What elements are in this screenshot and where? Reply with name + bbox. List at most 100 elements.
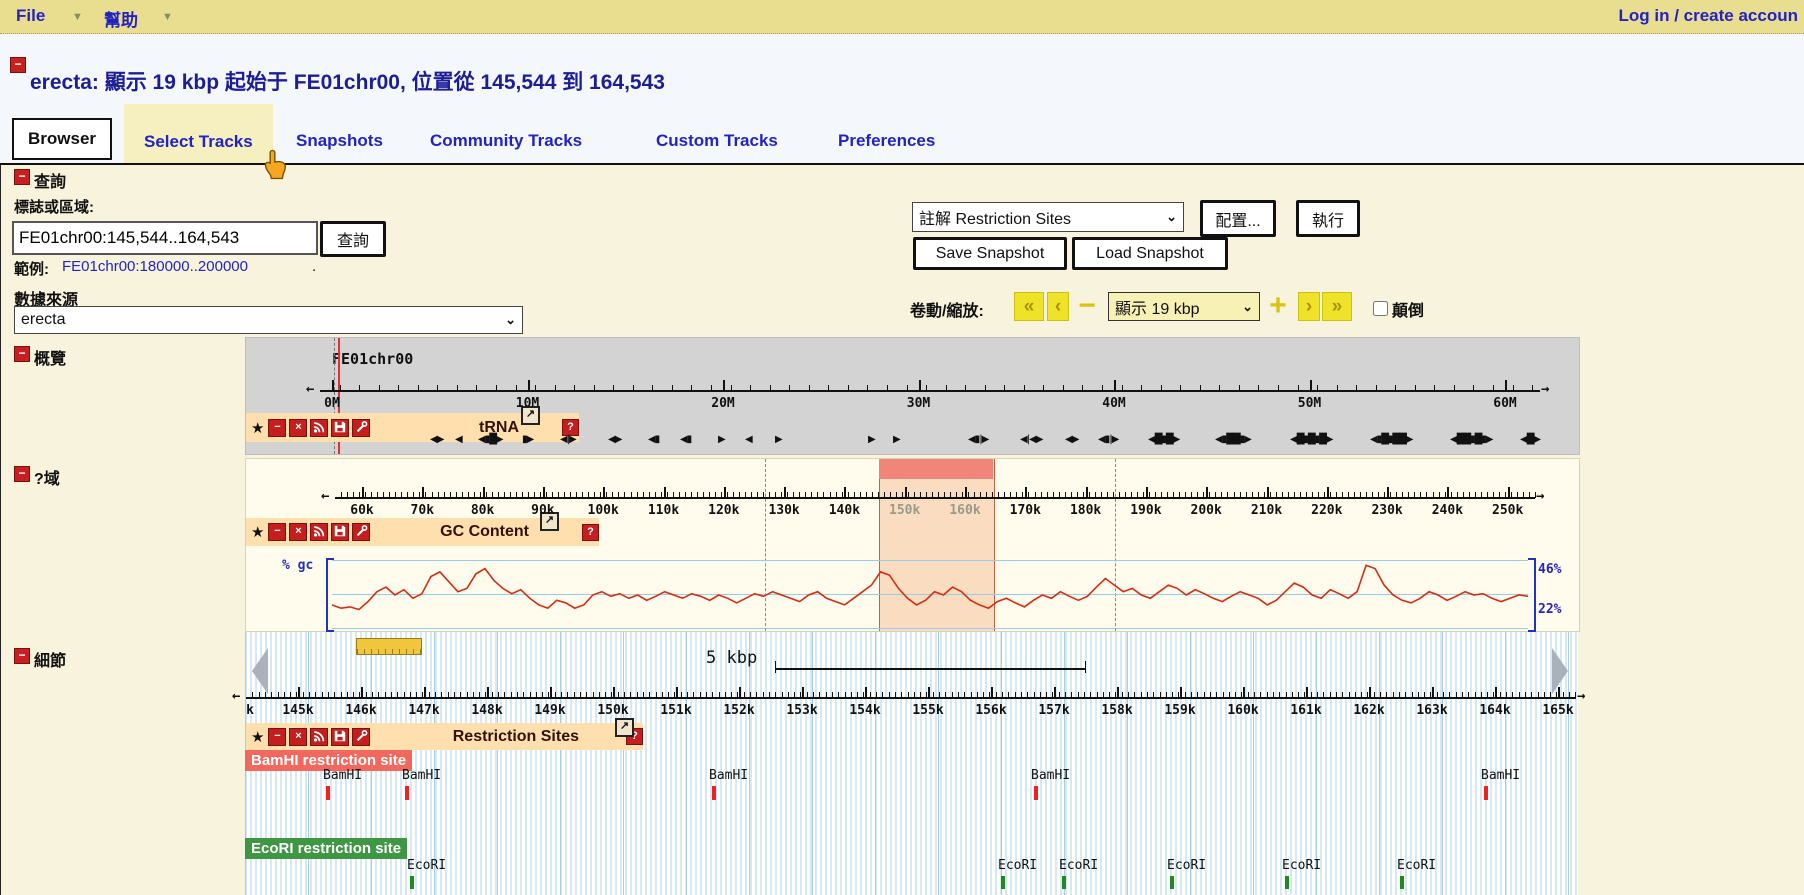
ecori-feature-label[interactable]: EcoRI: [1282, 858, 1321, 873]
tab-snapshots[interactable]: Snapshots: [296, 131, 383, 151]
file-menu[interactable]: File: [16, 6, 45, 26]
save-track-icon[interactable]: [331, 728, 349, 746]
selected-region-cap[interactable]: [879, 459, 993, 479]
load-snapshot-button[interactable]: Load Snapshot: [1072, 237, 1228, 270]
trna-feature-glyph[interactable]: ◀█▶: [1520, 434, 1540, 445]
trna-feature-glyph[interactable]: ◀▶: [1065, 434, 1078, 445]
trna-feature-glyph[interactable]: ▶: [868, 434, 875, 445]
pan-right-arrow[interactable]: [1552, 648, 1568, 694]
trna-feature-glyph[interactable]: ◀█▮█▶: [1148, 434, 1179, 445]
trna-feature-glyph[interactable]: ◀█▮█▮█▶: [1290, 434, 1332, 445]
collapse-track-icon[interactable]: −: [268, 419, 286, 437]
trna-feature-glyph[interactable]: ◀▮|▶: [968, 434, 988, 445]
datasource-select[interactable]: erecta ⌄: [14, 306, 523, 334]
trna-feature-glyph[interactable]: ◀▶: [608, 434, 621, 445]
pan-left-button[interactable]: ‹: [1047, 292, 1069, 321]
trna-feature-glyph[interactable]: ◀▮: [648, 434, 659, 445]
annotate-select[interactable]: 註解 Restriction Sites ⌄: [912, 202, 1184, 232]
pan-far-right-button[interactable]: »: [1322, 292, 1352, 321]
zoom-out-button[interactable]: −: [1072, 292, 1102, 319]
ecori-feature-tick[interactable]: [1285, 876, 1289, 889]
trna-feature-glyph[interactable]: ◀██▮█▮▶: [1450, 434, 1492, 445]
login-link[interactable]: Log in / create accoun: [1619, 6, 1799, 26]
zoom-in-button[interactable]: +: [1262, 292, 1294, 319]
bamhi-feature-label[interactable]: BamHI: [1481, 768, 1520, 783]
collapse-track-icon[interactable]: −: [268, 523, 286, 541]
bamhi-feature-label[interactable]: BamHI: [402, 768, 441, 783]
trna-feature-glyph[interactable]: ◀▮█▮██▶: [1370, 434, 1412, 445]
ecori-feature-tick[interactable]: [1400, 876, 1404, 889]
ecori-feature-tick[interactable]: [1170, 876, 1174, 889]
bamhi-feature-tick[interactable]: [1484, 786, 1488, 800]
close-track-icon[interactable]: ×: [289, 523, 307, 541]
example-region-link[interactable]: FE01chr00:180000..200000: [62, 258, 248, 275]
ecori-feature-label[interactable]: EcoRI: [407, 858, 446, 873]
ecori-feature-tick[interactable]: [1001, 876, 1005, 889]
pan-right-button[interactable]: ›: [1298, 292, 1320, 321]
trna-feature-glyph[interactable]: ◀▮|▶: [1098, 434, 1118, 445]
trna-feature-glyph[interactable]: ◀▶: [430, 434, 443, 445]
close-track-icon[interactable]: ×: [289, 728, 307, 746]
flip-checkbox[interactable]: [1373, 301, 1388, 316]
configure-button[interactable]: 配置...: [1200, 200, 1276, 237]
collapse-overview-icon[interactable]: −: [14, 346, 30, 362]
trna-feature-glyph[interactable]: ▮▶: [522, 434, 533, 445]
save-track-icon[interactable]: [331, 419, 349, 437]
pan-left-arrow[interactable]: [252, 648, 268, 694]
zoom-level-select[interactable]: 顯示 19 kbp ⌄: [1108, 292, 1260, 321]
help-menu[interactable]: 幫助: [104, 6, 138, 31]
trna-feature-glyph[interactable]: ◀: [745, 434, 752, 445]
configure-track-icon[interactable]: [352, 419, 370, 437]
close-track-icon[interactable]: ×: [289, 419, 307, 437]
trna-feature-glyph[interactable]: ◀▮: [680, 434, 691, 445]
rss-icon[interactable]: [310, 523, 328, 541]
landmark-input[interactable]: [12, 221, 318, 255]
ecori-feature-label[interactable]: EcoRI: [1059, 858, 1098, 873]
popout-icon[interactable]: ↗: [615, 718, 634, 737]
bamhi-feature-tick[interactable]: [326, 786, 330, 800]
search-button[interactable]: 查詢: [320, 221, 386, 257]
ecori-feature-tick[interactable]: [410, 876, 414, 889]
favorite-star-icon[interactable]: ★: [251, 728, 264, 746]
bamhi-feature-label[interactable]: BamHI: [1031, 768, 1070, 783]
collapse-track-icon[interactable]: −: [268, 728, 286, 746]
file-menu-caret-icon[interactable]: ▼: [72, 11, 83, 23]
collapse-search-icon[interactable]: −: [14, 169, 30, 185]
collapse-page-icon[interactable]: −: [10, 57, 26, 73]
trna-feature-glyph[interactable]: ▶: [775, 434, 782, 445]
ecori-feature-label[interactable]: EcoRI: [1167, 858, 1206, 873]
ruler-tool-icon[interactable]: [356, 638, 422, 655]
ecori-feature-label[interactable]: EcoRI: [998, 858, 1037, 873]
configure-track-icon[interactable]: [352, 523, 370, 541]
collapse-details-icon[interactable]: −: [14, 648, 30, 664]
go-button[interactable]: 執行: [1296, 200, 1360, 237]
details-panel[interactable]: [245, 632, 1578, 895]
trna-feature-glyph[interactable]: ◀▮██▮▶: [1215, 434, 1251, 445]
favorite-star-icon[interactable]: ★: [251, 523, 264, 541]
tab-custom-tracks[interactable]: Custom Tracks: [656, 131, 778, 151]
ecori-feature-label[interactable]: EcoRI: [1397, 858, 1436, 873]
help-menu-caret-icon[interactable]: ▼: [162, 11, 173, 23]
configure-track-icon[interactable]: [352, 728, 370, 746]
trna-feature-glyph[interactable]: ▶: [893, 434, 900, 445]
tab-browser[interactable]: Browser: [12, 118, 112, 160]
bamhi-feature-label[interactable]: BamHI: [323, 768, 362, 783]
trna-feature-glyph[interactable]: ▶: [718, 434, 725, 445]
pan-far-left-button[interactable]: «: [1014, 292, 1044, 321]
trna-feature-glyph[interactable]: ◀|▶: [560, 434, 576, 445]
trna-feature-glyph[interactable]: ◀▮█▶: [478, 434, 503, 445]
bamhi-feature-tick[interactable]: [712, 786, 716, 800]
favorite-star-icon[interactable]: ★: [251, 419, 264, 437]
trna-feature-glyph[interactable]: ◀: [455, 434, 462, 445]
ecori-feature-tick[interactable]: [1062, 876, 1066, 889]
help-icon[interactable]: ?: [582, 524, 599, 541]
bamhi-feature-tick[interactable]: [405, 786, 409, 800]
save-track-icon[interactable]: [331, 523, 349, 541]
tab-preferences[interactable]: Preferences: [838, 131, 935, 151]
rss-icon[interactable]: [310, 419, 328, 437]
tab-community-tracks[interactable]: Community Tracks: [430, 131, 582, 151]
save-snapshot-button[interactable]: Save Snapshot: [913, 237, 1067, 270]
tab-select-tracks[interactable]: Select Tracks: [124, 104, 273, 164]
collapse-region-icon[interactable]: −: [14, 466, 30, 482]
bamhi-feature-label[interactable]: BamHI: [709, 768, 748, 783]
